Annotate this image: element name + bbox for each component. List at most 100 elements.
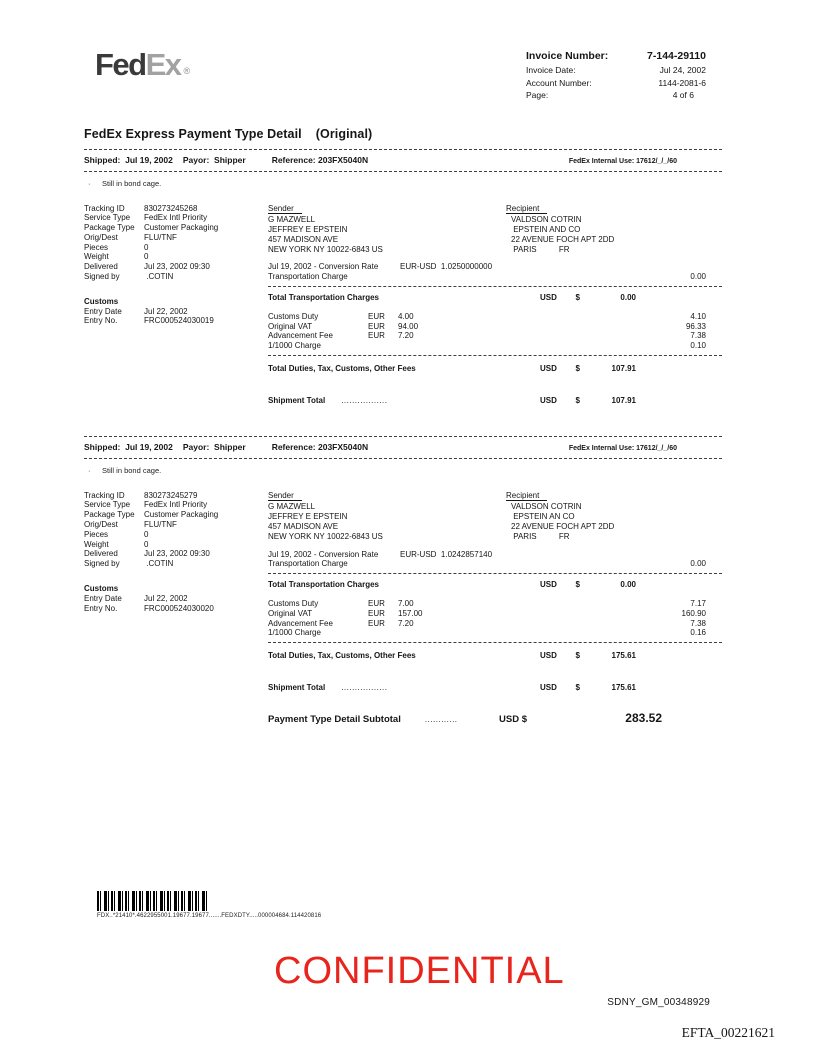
total-duties-label: Total Duties, Tax, Customs, Other Fees	[268, 364, 416, 374]
page-title-text: FedEx Express Payment Type Detail	[84, 126, 302, 141]
detail-row: Orig/Dest FLU/TNF	[84, 233, 268, 243]
total-transport-label: Total Transportation Charges	[268, 293, 379, 303]
customs-heading: Customs	[84, 296, 119, 306]
detail-row: Delivered Jul 23, 2002 09:30	[84, 262, 268, 272]
customs-label: Entry Date	[84, 306, 122, 316]
charge-usd-value: 7.38	[690, 331, 706, 341]
detail-value: FLU/TNF	[144, 232, 177, 242]
charges-area: Sender G MAZWELL JEFFREY E EPSTEIN 457 M…	[268, 204, 722, 406]
divider	[268, 286, 722, 288]
conversion-label: Jul 19, 2002 - Conversion Rate	[268, 549, 379, 559]
total-transport-value: 0.00	[620, 580, 636, 590]
detail-row: Pieces 0	[84, 243, 268, 253]
page-number-value: 4 of 6	[672, 90, 694, 100]
charge-row: Original VAT EUR 94.00 96.33	[268, 322, 722, 332]
detail-row: Signed by .COTIN	[84, 559, 268, 569]
total-duties-value: 175.61	[611, 651, 636, 661]
detail-label: Pieces	[84, 242, 109, 252]
charge-usd-value: 96.33	[685, 321, 706, 331]
charge-label: Customs Duty	[268, 311, 319, 321]
payor-pair: Payor: Shipper	[183, 442, 246, 452]
bond-bullet: ·	[88, 465, 91, 475]
invoice-date-value: Jul 24, 2002	[659, 65, 706, 75]
total-transport-value: 0.00	[620, 293, 636, 303]
total-duties-label: Total Duties, Tax, Customs, Other Fees	[268, 651, 416, 661]
registered-mark-icon: ®	[183, 66, 191, 76]
charge-amount: 157.00	[398, 608, 423, 618]
currency-symbol: $	[575, 293, 580, 303]
detail-row: Package Type Customer Packaging	[84, 510, 268, 520]
detail-value: 0	[144, 252, 149, 262]
invoice-number-row: Invoice Number: 7-144-29110	[526, 50, 706, 63]
conversion-row: Jul 19, 2002 - Conversion Rate EUR-USD 1…	[268, 262, 722, 272]
payment-subtotal-row: Payment Type Detail Subtotal ...........…	[268, 711, 722, 725]
sender-line: NEW YORK NY 10022-6843 US	[268, 531, 383, 541]
charge-usd-value: 7.38	[690, 618, 706, 628]
conversion-value: EUR-USD 1.0242857140	[400, 549, 493, 559]
transport-value: 0.00	[690, 559, 706, 569]
payor-value: Shipper	[214, 441, 246, 452]
divider	[268, 642, 722, 644]
divider	[268, 355, 722, 357]
shipment-total-label: Shipment Total	[268, 395, 326, 405]
detail-row: Weight 0	[84, 540, 268, 550]
recipient-heading: Recipient	[506, 204, 548, 215]
total-transport-row: Total Transportation Charges USD $ 0.00	[268, 293, 722, 303]
recipient-lines: VALDSON COTRIN EPSTEIN AN CO 22 AVENUE F…	[506, 502, 614, 541]
charge-label: Advancement Fee	[268, 618, 333, 628]
efta-number: EFTA_00221621	[681, 1025, 775, 1040]
detail-value: FLU/TNF	[144, 520, 177, 530]
payor-value: Shipper	[214, 154, 246, 165]
shipped-value: Jul 19, 2002	[125, 154, 173, 165]
fedex-logo: FedEx ®	[95, 49, 190, 102]
subtotal-value: 283.52	[625, 710, 662, 725]
recipient-block: Recipient VALDSON COTRIN EPSTEIN AND CO …	[506, 204, 614, 255]
barcode-block: FDX..*21410*.4622955001.19677.19677.....…	[97, 890, 722, 919]
charge-usd-value: 160.90	[681, 608, 706, 618]
leader-dots: .................	[341, 683, 388, 693]
shipment-body: Tracking ID 830273245279 Service Type FedE…	[84, 491, 722, 693]
reference-label: Reference:	[271, 154, 316, 165]
page-header: FedEx ® Invoice Number: 7-144-29110 Invoi…	[84, 0, 722, 102]
detail-label: Weight	[84, 252, 109, 262]
confidential-stamp: CONFIDENTIAL	[274, 949, 565, 992]
transport-value: 0.00	[690, 272, 706, 282]
sender-line: G MAZWELL	[268, 502, 316, 512]
currency-code: USD	[540, 395, 557, 405]
charge-currency: EUR	[368, 331, 385, 341]
bond-note-row: · Still in bond cage.	[88, 179, 722, 188]
bates-number: SDNY_GM_00348929	[607, 996, 710, 1008]
detail-label: Pieces	[84, 529, 109, 539]
bond-note: Still in bond cage.	[102, 465, 162, 475]
leader-dots: ............	[424, 714, 458, 724]
detail-value: 830273245268	[144, 203, 198, 213]
customs-value: FRC000524030019	[144, 316, 214, 326]
page-content: FedEx ® Invoice Number: 7-144-29110 Invoi…	[84, 0, 722, 1008]
charge-amount: 4.00	[398, 311, 414, 321]
invoice-number-value: 7-144-29110	[647, 50, 706, 62]
detail-label: Package Type	[84, 223, 135, 233]
subtotal-currency: USD $	[499, 713, 527, 725]
conversion-value: EUR-USD 1.0250000000	[400, 262, 493, 272]
transport-label: Transportation Charge	[268, 559, 348, 569]
internal-use-note: FedEx Internal Use: 17612/_/_/60	[568, 157, 677, 165]
detail-value: Jul 23, 2002 09:30	[144, 262, 210, 272]
total-duties-value: 107.91	[611, 364, 636, 374]
shipped-pair: Shipped: Jul 19, 2002	[84, 155, 173, 165]
shipped-pair: Shipped: Jul 19, 2002	[84, 442, 173, 452]
customs-row: Entry No. FRC000524030020	[84, 604, 268, 614]
charge-lines: Customs Duty EUR 7.00 7.17 Original VAT EUR 1…	[268, 599, 722, 638]
sender-line: 457 MADISON AVE	[268, 522, 339, 532]
detail-label: Delivered	[84, 262, 118, 272]
shipment-details: Tracking ID 830273245268 Service Type FedE…	[84, 204, 268, 406]
bond-note-row: · Still in bond cage.	[88, 466, 722, 475]
detail-row: Delivered Jul 23, 2002 09:30	[84, 549, 268, 559]
shipment-total-value: 107.91	[611, 395, 636, 405]
detail-label: Service Type	[84, 500, 131, 510]
customs-label: Entry No.	[84, 316, 118, 326]
detail-row: Pieces 0	[84, 530, 268, 540]
shipment-header: Shipped: Jul 19, 2002 Payor: Shipper Ref…	[84, 148, 722, 172]
detail-label: Delivered	[84, 549, 118, 559]
reference-value: 203FX5040N	[318, 441, 369, 452]
currency-symbol: $	[575, 651, 580, 661]
